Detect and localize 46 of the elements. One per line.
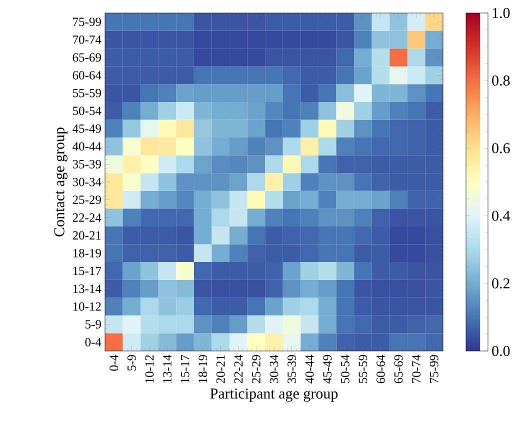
x-tick-label: 13-14 bbox=[163, 354, 172, 383]
x-tick-label: 40-44 bbox=[305, 354, 314, 384]
color-bar-label: 0.8 bbox=[492, 76, 510, 86]
color-bar-label: 1.0 bbox=[492, 8, 510, 18]
y-tick-label: 25-29 bbox=[72, 196, 101, 204]
x-tick-label: 75-99 bbox=[430, 355, 438, 383]
y-tick-label: 30-34 bbox=[72, 178, 102, 186]
y-tick-label: 50-54 bbox=[73, 106, 102, 116]
x-tick-label: 35-39 bbox=[288, 355, 296, 384]
y-tick-label: 22-24 bbox=[72, 213, 102, 222]
y-tick-label: 45-49 bbox=[72, 124, 101, 133]
y-tick-label: 0-4 bbox=[85, 338, 102, 346]
x-tick-label: 15-17 bbox=[180, 354, 190, 383]
y-tick-label: 70-74 bbox=[73, 35, 102, 44]
y-tick-label: 10-12 bbox=[73, 302, 101, 311]
x-tick-label: 45-49 bbox=[323, 355, 332, 384]
y-tick-label: 13-14 bbox=[73, 284, 102, 293]
x-tick-label: 5-9 bbox=[127, 355, 136, 370]
x-tick-label: 0-4 bbox=[110, 354, 118, 371]
x-tick-label: 65-69 bbox=[394, 355, 403, 384]
x-tick-label: 18-19 bbox=[198, 355, 208, 383]
x-tick-label: 60-64 bbox=[376, 354, 385, 384]
x-tick-label: 70-74 bbox=[412, 354, 421, 383]
x-tick-label: 10-12 bbox=[145, 355, 154, 383]
x-tick-label: 25-29 bbox=[252, 355, 260, 384]
y-tick-label: 55-59 bbox=[73, 88, 101, 98]
x-tick-label: 50-54 bbox=[340, 354, 350, 383]
y-tick-label: 15-17 bbox=[73, 266, 102, 276]
y-tick-label: 5-9 bbox=[86, 320, 101, 329]
x-tick-label: 55-59 bbox=[358, 355, 368, 383]
y-tick-label: 60-64 bbox=[72, 71, 102, 80]
color-bar-label: 0.0 bbox=[492, 346, 510, 356]
x-tick-label: 22-24 bbox=[234, 354, 243, 384]
x-tick-label: 20-21 bbox=[216, 355, 225, 384]
color-bar-label: 0.2 bbox=[492, 278, 510, 288]
y-tick-label: 18-19 bbox=[73, 248, 101, 258]
x-axis-title: Participant age group bbox=[210, 388, 338, 402]
y-tick-label: 40-44 bbox=[72, 142, 102, 151]
y-tick-label: 20-21 bbox=[72, 231, 101, 240]
x-tick-label: 30-34 bbox=[270, 354, 278, 384]
color-bar-label: 0.4 bbox=[492, 210, 510, 221]
y-tick-label: 65-69 bbox=[72, 53, 101, 62]
y-axis-title: Contact age group bbox=[54, 128, 68, 236]
y-tick-label: 75-99 bbox=[73, 18, 101, 26]
y-tick-label: 35-39 bbox=[72, 160, 101, 168]
color-bar-label: 0.6 bbox=[492, 143, 510, 154]
